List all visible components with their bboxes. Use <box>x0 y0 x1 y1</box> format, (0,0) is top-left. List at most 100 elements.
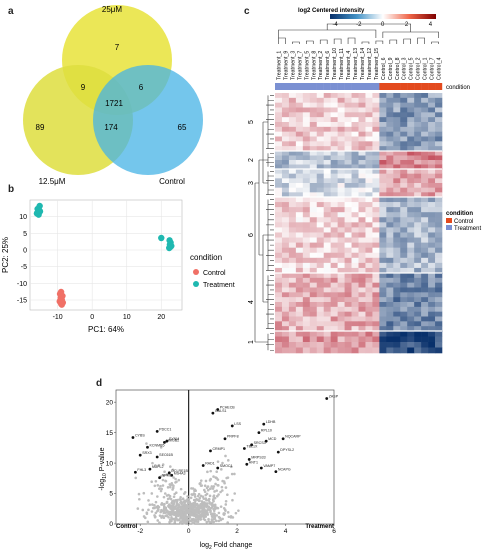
volcano-point <box>162 511 166 515</box>
heatmap-cell <box>435 126 443 132</box>
heatmap-cell <box>295 232 304 238</box>
heatmap-cell <box>365 287 373 293</box>
column-label: Treatment_6 <box>325 51 331 80</box>
heatmap-cell <box>365 342 373 348</box>
heatmap-cell <box>393 151 401 156</box>
heatmap-cell <box>295 292 304 298</box>
heatmap-cell <box>435 237 443 243</box>
volcano-point <box>217 515 221 519</box>
volcano-labeled-point <box>170 473 174 477</box>
heatmap-cell <box>330 247 338 254</box>
volcano-point-label: NPM3 <box>162 474 172 478</box>
heatmap-cell <box>288 155 297 161</box>
volcano-labeled-point <box>264 439 268 443</box>
heatmap-cell <box>295 107 304 113</box>
heatmap-cell <box>372 160 380 165</box>
heatmap-cell <box>344 247 352 254</box>
heatmap-cell <box>372 242 380 248</box>
volcano-point <box>164 479 168 483</box>
heatmap-cell <box>358 232 366 238</box>
heatmap-cell <box>372 183 380 188</box>
condition-cell <box>330 83 338 90</box>
volcano-point <box>157 463 161 467</box>
heatmap-cell <box>372 93 380 99</box>
column-label: Treatment_1 <box>276 51 282 80</box>
volcano-point <box>153 504 156 507</box>
condition-cell <box>358 83 366 90</box>
heatmap-cell <box>323 227 331 233</box>
heatmap-cell <box>351 131 359 137</box>
pca-x-axis-label: PC1: 64% <box>88 325 124 334</box>
heatmap-cell <box>275 292 283 298</box>
volcano-point <box>192 492 196 495</box>
heatmap-cell <box>372 347 380 354</box>
heatmap-cell <box>421 126 429 132</box>
heatmap-cell <box>330 212 338 218</box>
heatmap-cell <box>330 97 338 103</box>
volcano-point <box>204 504 208 508</box>
heatmap-cell <box>281 282 290 288</box>
heatmap-cell <box>414 117 422 123</box>
heatmap-cell <box>302 252 311 259</box>
condition-cell <box>337 83 345 90</box>
pca-point-control <box>57 290 64 297</box>
heatmap-cell <box>288 207 297 213</box>
volcano-point-label: SYNM <box>169 437 179 441</box>
heatmap-cell <box>407 292 415 298</box>
heatmap-cell <box>365 187 373 193</box>
heatmap-cell <box>358 122 366 128</box>
heatmap-cell <box>337 297 345 303</box>
heatmap-cell <box>330 173 338 179</box>
heatmap-cell <box>323 336 331 343</box>
heatmap-cell <box>414 331 422 337</box>
volcano-point <box>154 515 157 518</box>
column-label: Treatment_9 <box>283 51 289 80</box>
volcano-point <box>179 487 183 491</box>
heatmap-cell <box>393 321 401 327</box>
heatmap-cell <box>316 273 325 279</box>
volcano-point <box>172 502 176 506</box>
venn-label-control: Control <box>159 177 185 186</box>
heatmap-cell <box>421 227 429 233</box>
heatmap-cell <box>428 173 436 179</box>
heatmap-cell <box>337 273 345 279</box>
volcano-point <box>221 461 224 465</box>
heatmap-cell <box>351 287 359 293</box>
heatmap-cell <box>386 306 394 312</box>
volcano-point <box>197 492 201 496</box>
volcano-point <box>168 483 172 486</box>
heatmap-cell <box>358 306 366 312</box>
heatmap-cell <box>295 192 304 198</box>
heatmap-cell <box>407 197 415 203</box>
heatmap-cell <box>330 292 338 298</box>
heatmap-cell <box>316 282 325 288</box>
heatmap-cell <box>400 93 408 99</box>
heatmap-cell <box>275 282 283 288</box>
heatmap-cell <box>372 282 380 288</box>
heatmap-cell <box>379 112 387 118</box>
column-label: Treatment_13 <box>353 48 359 80</box>
heatmap-cell <box>386 336 394 343</box>
heatmap-cell <box>372 197 380 203</box>
volcano-point <box>221 517 224 521</box>
heatmap-cell <box>358 302 366 308</box>
heatmap-cell <box>407 326 415 332</box>
heatmap-cell <box>344 187 352 193</box>
heatmap-cell <box>323 306 331 312</box>
heatmap-cell <box>372 202 380 208</box>
heatmap-cell <box>302 202 311 208</box>
heatmap-cell <box>351 316 359 322</box>
heatmap-cell <box>393 227 401 233</box>
volcano-point-label: ZASP <box>329 395 339 399</box>
heatmap-cell <box>421 321 429 327</box>
heatmap-cell <box>435 212 443 218</box>
heatmap-cell <box>295 316 304 322</box>
column-label: Treatment_14 <box>360 48 366 80</box>
column-label: Treatment_2 <box>318 51 324 80</box>
heatmap-cell <box>302 247 311 254</box>
heatmap-cell <box>414 311 422 317</box>
heatmap-cell <box>365 257 373 264</box>
heatmap-cell <box>358 222 366 228</box>
heatmap-cell <box>309 311 318 317</box>
volcano-point <box>186 504 189 507</box>
